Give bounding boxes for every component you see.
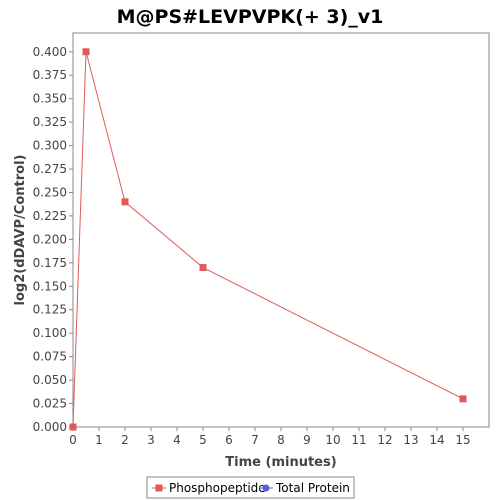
legend-label: Phosphopeptide <box>169 481 266 495</box>
y-tick-label: 0.075 <box>33 350 67 364</box>
y-tick-label: 0.175 <box>33 256 67 270</box>
x-tick-label: 2 <box>121 433 129 447</box>
legend-marker-circle <box>262 484 270 492</box>
x-tick-label: 8 <box>277 433 285 447</box>
x-tick-label: 4 <box>173 433 181 447</box>
y-tick-label: 0.275 <box>33 162 67 176</box>
x-tick-label: 11 <box>351 433 366 447</box>
legend-label: Total Protein <box>275 481 350 495</box>
plot-area <box>72 32 490 428</box>
x-tick-label: 1 <box>95 433 103 447</box>
x-tick-label: 13 <box>403 433 418 447</box>
series-layer <box>69 48 467 431</box>
y-tick-label: 0.250 <box>33 185 67 199</box>
y-axis-title: log2(dDAVP/Control) <box>13 155 28 306</box>
legend-marker-square <box>155 484 163 492</box>
y-tick-label: 0.100 <box>33 326 67 340</box>
x-axis: 0 1 2 3 4 5 6 7 8 9 10 11 12 13 14 15 <box>69 427 471 447</box>
y-tick-label: 0.025 <box>33 397 67 411</box>
legend: Phosphopeptide Total Protein <box>146 476 355 499</box>
x-tick-label: 14 <box>429 433 444 447</box>
y-tick-label: 0.375 <box>33 68 67 82</box>
data-point <box>69 423 77 431</box>
data-point <box>121 198 129 206</box>
legend-box <box>146 476 355 499</box>
y-tick-label: 0.050 <box>33 373 67 387</box>
data-point <box>82 48 90 56</box>
y-tick-label: 0.125 <box>33 303 67 317</box>
x-tick-label: 6 <box>225 433 233 447</box>
data-point <box>459 395 467 403</box>
x-tick-label: 3 <box>147 433 155 447</box>
y-axis: 0.000 0.025 0.050 0.075 0.100 0.125 0.150 0.175… <box>33 45 73 434</box>
x-axis-title: Time (minutes) <box>225 455 336 470</box>
x-tick-label: 12 <box>377 433 392 447</box>
x-tick-label: 10 <box>325 433 340 447</box>
y-tick-label: 0.300 <box>33 139 67 153</box>
x-tick-label: 9 <box>303 433 311 447</box>
y-tick-label: 0.150 <box>33 279 67 293</box>
y-tick-label: 0.225 <box>33 209 67 223</box>
x-tick-label: 5 <box>199 433 207 447</box>
y-tick-label: 0.350 <box>33 92 67 106</box>
data-point <box>199 264 207 272</box>
x-tick-label: 15 <box>455 433 470 447</box>
y-tick-label: 0.000 <box>33 420 67 434</box>
x-tick-label: 7 <box>251 433 259 447</box>
y-tick-label: 0.325 <box>33 115 67 129</box>
y-tick-label: 0.200 <box>33 232 67 246</box>
chart-title: M@PS#LEVPVPK(+ 3)_v1 <box>117 6 384 28</box>
y-tick-label: 0.400 <box>33 45 67 59</box>
x-tick-label: 0 <box>69 433 77 447</box>
